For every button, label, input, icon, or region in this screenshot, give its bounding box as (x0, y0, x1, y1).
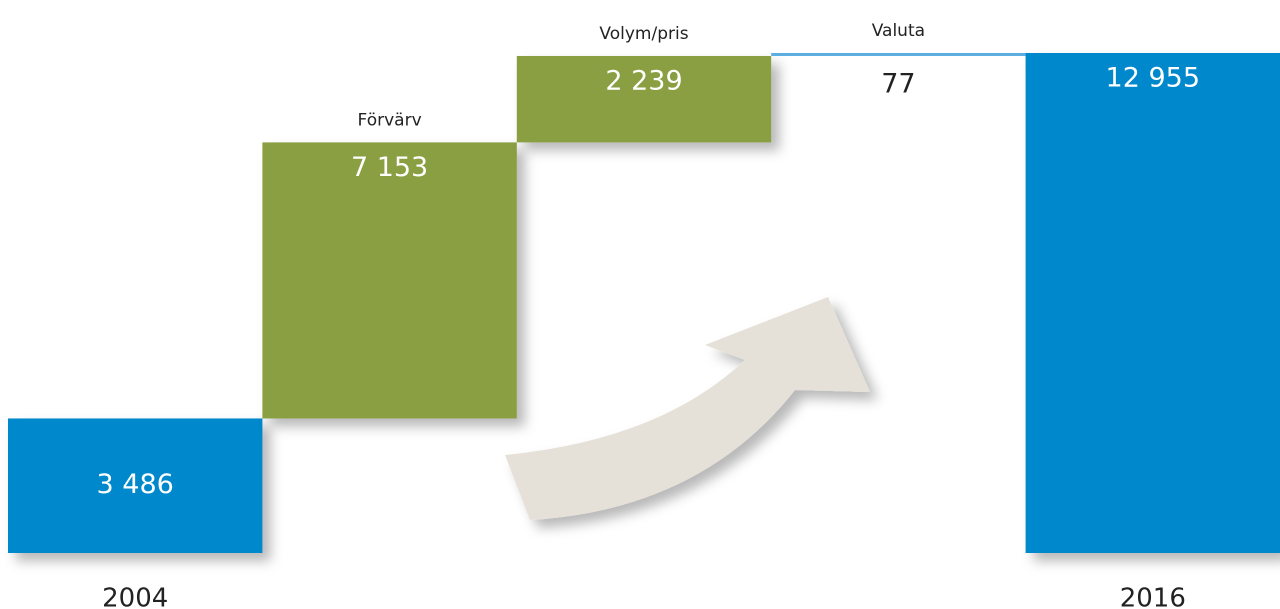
value-label: 12 955 (1106, 63, 1200, 94)
connector-bar (771, 53, 1026, 56)
bar (1025, 53, 1280, 553)
value-label: 77 (881, 69, 915, 100)
growth-arrow (505, 297, 870, 520)
category-label: Volym/pris (599, 24, 688, 44)
value-label: 3 486 (97, 469, 174, 500)
category-label: 2004 (102, 584, 168, 609)
category-label: Förvärv (358, 110, 422, 130)
bar (516, 55, 772, 143)
category-label: Valuta (872, 21, 925, 41)
bar (262, 142, 517, 419)
value-label: 7 153 (351, 152, 428, 183)
bar (8, 418, 263, 553)
category-label: 2016 (1120, 584, 1186, 609)
value-label: 2 239 (605, 65, 682, 96)
